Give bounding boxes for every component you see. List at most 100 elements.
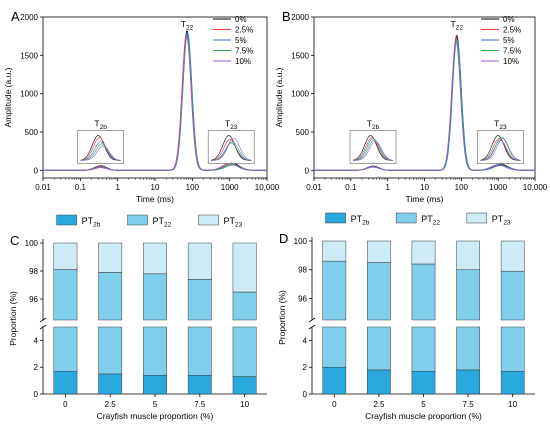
- panel-letter: D: [279, 231, 288, 246]
- bar-segment-PT22: [500, 326, 525, 372]
- bar-segment-PT22: [187, 279, 212, 321]
- legend-swatch: [198, 214, 219, 226]
- x-tick-label: 1: [115, 183, 120, 192]
- panel-C: C 96 98 100 0 2 4 0 2.5 5 7.5 10 Crayfish muscle pro…: [8, 214, 267, 421]
- x-axis-title: Time (ms): [136, 194, 174, 204]
- inset-line-10%: [211, 137, 252, 161]
- x-tick-label: 0.01: [35, 183, 51, 192]
- y-tick-label: 500: [25, 128, 39, 137]
- legend-label-2.5%: 2.5%: [235, 26, 253, 35]
- y-tick-label: 4: [34, 336, 39, 345]
- x-tick-label: 10: [508, 400, 517, 409]
- legend-swatch: [395, 212, 417, 224]
- panel-letter: A: [11, 9, 20, 24]
- bar-segment-PT22: [322, 326, 347, 368]
- inset-line-7.5%: [353, 139, 394, 161]
- bar-segment-PT22: [53, 269, 78, 321]
- axis-break-mark: [39, 317, 47, 323]
- inset-line-2.5%: [80, 137, 121, 161]
- inset-line-0%: [352, 135, 394, 161]
- legend-label-pt22: PT22: [421, 214, 440, 227]
- bar-segment-PT22: [98, 326, 123, 375]
- y-axis-title: Amplitude (a.u.): [274, 67, 284, 127]
- inset-line-7.5%: [480, 136, 521, 161]
- inset-line-10%: [480, 138, 521, 161]
- panel-letter: B: [282, 9, 291, 24]
- bar-segment-PT2b: [322, 366, 347, 395]
- legend-label-pt23: PT23: [492, 214, 511, 227]
- bar-segment-PT22: [143, 326, 167, 376]
- bar-segment-PT23: [411, 240, 436, 265]
- inset-line-2.5%: [480, 138, 521, 161]
- bar-segment-PT2b: [411, 370, 436, 395]
- y-tick-label: 1500: [20, 51, 38, 60]
- y-tick-label: 1000: [291, 90, 309, 99]
- bar-segment-PT2b: [187, 374, 212, 395]
- y-tick-label: 0: [305, 166, 310, 175]
- y-tick-label: 100: [294, 237, 308, 246]
- legend-label-0%: 0%: [503, 15, 515, 24]
- legend-label-pt22: PT22: [153, 216, 172, 229]
- panel-B: B 0 500 1000 1500 2000 0.01 0.1 1 10 100 1000 10,000…: [274, 9, 548, 204]
- panel-D: D 96 98 100 0 2 4 0 2.5 5 7.5 10 Crayfish muscle pro…: [277, 212, 535, 421]
- x-tick-label: 1000: [221, 183, 239, 192]
- x-axis-title: Crayfish muscle proportion (%): [365, 411, 482, 421]
- y-tick-label: 2: [34, 363, 39, 372]
- peak-label-t2b: T2b: [94, 118, 107, 131]
- x-tick-label: 5: [153, 400, 158, 409]
- bar-segment-PT22: [53, 326, 78, 372]
- bar-segment-PT22: [456, 269, 480, 321]
- legend-label-7.5%: 7.5%: [503, 47, 521, 56]
- inset-line-5%: [211, 142, 252, 161]
- x-tick-label: 10,000: [523, 183, 548, 192]
- bar-segment-PT22: [367, 262, 391, 321]
- x-tick-label: 100: [455, 183, 469, 192]
- x-tick-label: 0: [332, 400, 337, 409]
- legend-label-7.5%: 7.5%: [235, 47, 253, 56]
- inset-line-5%: [352, 138, 394, 161]
- bar-segment-PT23: [232, 242, 257, 293]
- bar-segment-PT2b: [143, 374, 167, 395]
- x-tick-label: 100: [186, 183, 200, 192]
- bar-segment-PT23: [187, 242, 212, 280]
- x-tick-label: 7.5: [463, 400, 475, 409]
- y-tick-label: 1000: [20, 90, 38, 99]
- x-tick-label: 0.1: [345, 183, 357, 192]
- bar-segment-PT2b: [98, 373, 123, 395]
- inset-line-7.5%: [80, 143, 121, 161]
- bar-segment-PT23: [98, 242, 123, 273]
- x-tick-label: 10: [151, 183, 160, 192]
- bar-segment-PT22: [98, 272, 123, 321]
- bar-segment-PT23: [367, 240, 391, 263]
- bar-segment-PT22: [456, 326, 480, 371]
- legend-label-2.5%: 2.5%: [503, 26, 521, 35]
- peak-label-t2b: T2b: [367, 118, 380, 131]
- x-tick-label: 10: [420, 183, 429, 192]
- legend-swatch: [466, 212, 488, 224]
- peak-label-t22: T22: [451, 19, 464, 32]
- y-tick-label: 100: [25, 239, 39, 248]
- x-tick-label: 1: [385, 183, 390, 192]
- x-tick-label: 10,000: [255, 183, 280, 192]
- peak-label-t23: T23: [494, 118, 507, 131]
- legend-swatch: [56, 214, 77, 226]
- legend-label-10%: 10%: [503, 57, 519, 66]
- x-tick-label: 2.5: [373, 400, 385, 409]
- bar-segment-PT23: [53, 242, 78, 270]
- bar-segment-PT2b: [367, 369, 391, 395]
- bar-segment-PT22: [232, 326, 257, 377]
- x-tick-label: 0: [63, 400, 68, 409]
- y-axis-title: Amplitude (a.u.): [3, 67, 13, 127]
- y-tick-label: 500: [296, 128, 310, 137]
- series-line-10%: [314, 40, 535, 171]
- bar-segment-PT22: [143, 273, 167, 321]
- axis-break-mark: [308, 324, 316, 330]
- bar-segment-PT2b: [53, 370, 78, 395]
- bar-segment-PT22: [411, 326, 436, 372]
- peak-label-t22: T22: [181, 19, 194, 32]
- bar-segment-PT22: [500, 270, 525, 321]
- legend-label-10%: 10%: [235, 57, 251, 66]
- y-tick-label: 1500: [291, 51, 309, 60]
- y-tick-label: 98: [29, 267, 38, 276]
